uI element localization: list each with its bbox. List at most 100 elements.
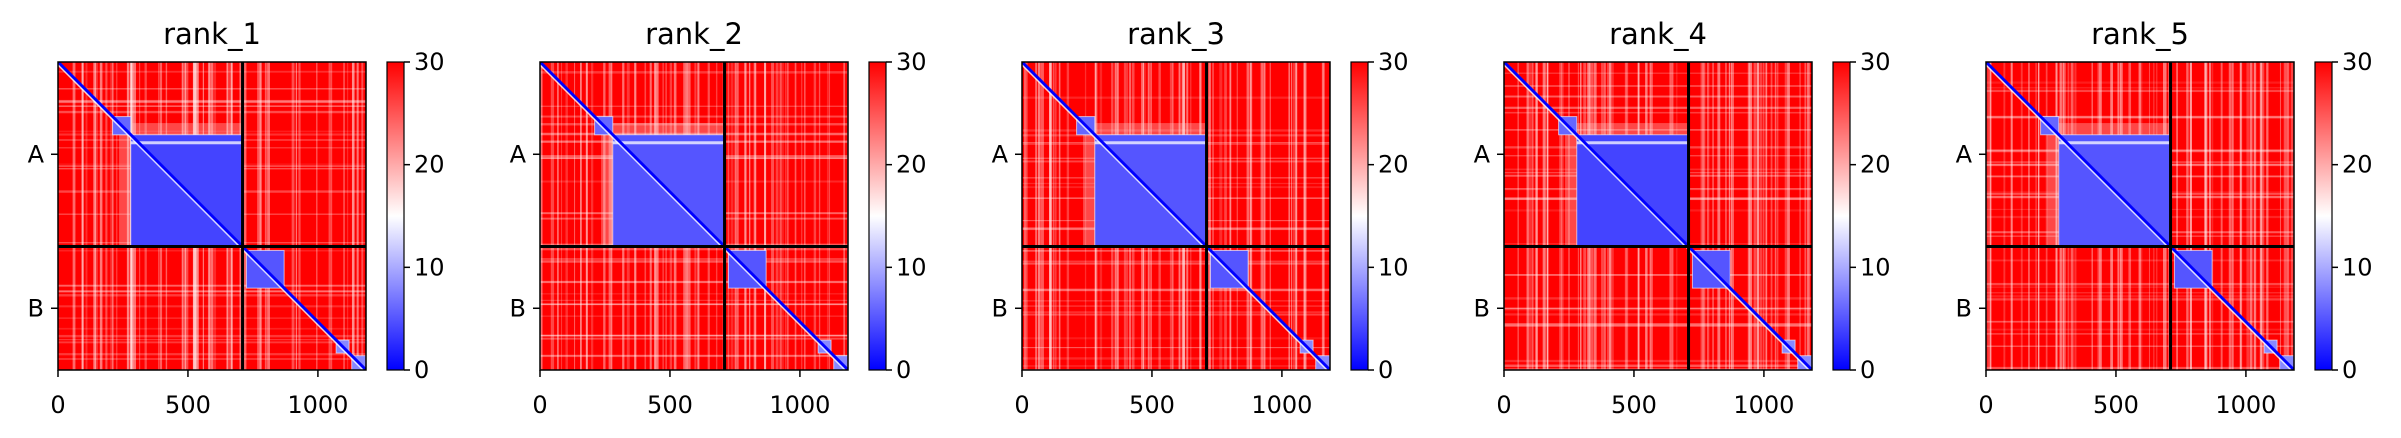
heatmap-diagonal [58,62,366,370]
heatmap-stripe [794,62,797,370]
heatmap-block-edge [727,249,767,289]
plot-frame [539,61,849,371]
heatmap-stripe [843,62,846,370]
heatmap-stripe [2290,62,2294,370]
colorbar-tick-label: 10 [2342,253,2373,281]
heatmap-stripe [540,299,848,301]
heatmap-stripe [590,62,594,370]
heatmap-stripe [1049,62,1052,370]
x-tick-label: 0 [1014,391,1029,419]
heatmap-stripe [264,62,267,370]
heatmap-stripe [1022,260,1330,263]
heatmap-stripe [1986,333,2294,335]
x-tick-label: 500 [1611,391,1657,419]
heatmap-stripe [1049,62,1051,370]
heatmap-stripe [2284,62,2288,370]
heatmap-stripe [2253,62,2256,370]
heatmap-diagonal [540,62,848,370]
heatmap-stripe [58,290,366,293]
heatmap-stripe [1504,129,1812,131]
heatmap-stripe [1022,365,1330,367]
heatmap-stripe [58,284,366,287]
heatmap-stripe [2056,62,2058,370]
heatmap-stripe [1024,62,1028,370]
heatmap-stripe [1707,62,1709,370]
heatmap-stripe [2259,62,2263,370]
heatmap-stripe [58,294,366,297]
heatmap-stripe [2204,62,2206,370]
heatmap-panel-2: rank_2 0 500 1000 A B 0 10 20 30 [510,17,927,419]
heatmap-stripe [1986,298,2294,301]
heatmap-stripe [1022,288,1330,291]
heatmap-stripe [1236,62,1238,370]
heatmap-stripe [1504,274,1812,276]
heatmap-stripe [72,62,76,370]
x-tick-label: 0 [50,391,65,419]
heatmap-stripe [2010,62,2013,370]
heatmap-stripe [1229,62,1232,370]
heatmap-diagonal-edge [1022,64,1328,370]
x-tick-label: 1000 [2215,391,2276,419]
heatmap-stripe [1212,62,1214,370]
panel-title: rank_5 [2091,17,2189,51]
heatmap-stripe [1037,62,1041,370]
heatmap-stripe [753,62,757,370]
heatmap-stripe [295,62,297,370]
heatmap-stripe [2228,62,2232,370]
plot-frame [1021,61,1331,371]
colorbar-tick-label: 30 [2342,48,2373,76]
heatmap-stripe [540,71,848,74]
heatmap-stripe [81,62,84,370]
colorbar-frame [1350,61,1369,371]
heatmap-stripe [1546,62,1549,370]
heatmap-stripe [258,62,261,370]
heatmap-stripe [1022,337,1330,340]
heatmap-stripe [1054,62,1057,370]
colorbar-tick-label: 20 [1860,151,1891,179]
heatmap-stripe [1776,62,1779,370]
heatmap-stripe [540,132,848,136]
plot-frame [1503,61,1813,371]
heatmap-stripe [608,62,612,370]
heatmap-stripe [1035,62,1037,370]
heatmap-stripe [58,339,366,341]
heatmap-stripe [260,62,262,370]
heatmap-stripe [540,315,848,317]
colorbar: 0 10 20 30 [386,48,445,384]
heatmap-stripe [557,62,559,370]
heatmap-stripe [1986,292,2294,294]
heatmap-stripe [785,62,787,370]
heatmap-stripe [110,62,113,370]
heatmap-stripe [540,257,848,261]
heatmap-stripe [1504,111,1812,114]
heatmap-stripe [85,62,88,370]
heatmap-stripe [330,62,333,370]
heatmap-stripe [1731,62,1734,370]
colorbar-tick-label: 20 [414,151,445,179]
heatmap-stripe [744,62,746,370]
heatmap-stripe [82,62,84,370]
heatmap-matrix [1022,62,1330,370]
heatmap-stripe [2176,62,2178,370]
heatmap-stripe [1504,106,1812,109]
heatmap-stripe [540,337,848,340]
heatmap-stripe [779,62,782,370]
heatmap-stripe [1527,62,1530,370]
heatmap-stripe [540,260,848,263]
heatmap-stripe [99,62,103,370]
heatmap-diagonal [1986,62,2294,370]
heatmap-stripe [347,62,349,370]
x-tick-label: 500 [2093,391,2139,419]
heatmap-panel-3: rank_3 0 500 1000 A B 0 10 20 30 [992,17,1409,419]
heatmap-stripe [1022,289,1330,292]
heatmap-stripe [58,317,366,319]
heatmap-stripe [1770,62,1773,370]
heatmap-stripe [1052,62,1054,370]
heatmap-matrix [58,62,366,370]
heatmap-stripe [540,248,848,251]
heatmap-stripe [1303,62,1306,370]
heatmap-stripe [540,335,848,337]
heatmap-stripe [1504,297,1812,300]
heatmap-stripe [1084,62,1087,370]
y-tick-label: A [1474,140,1491,168]
